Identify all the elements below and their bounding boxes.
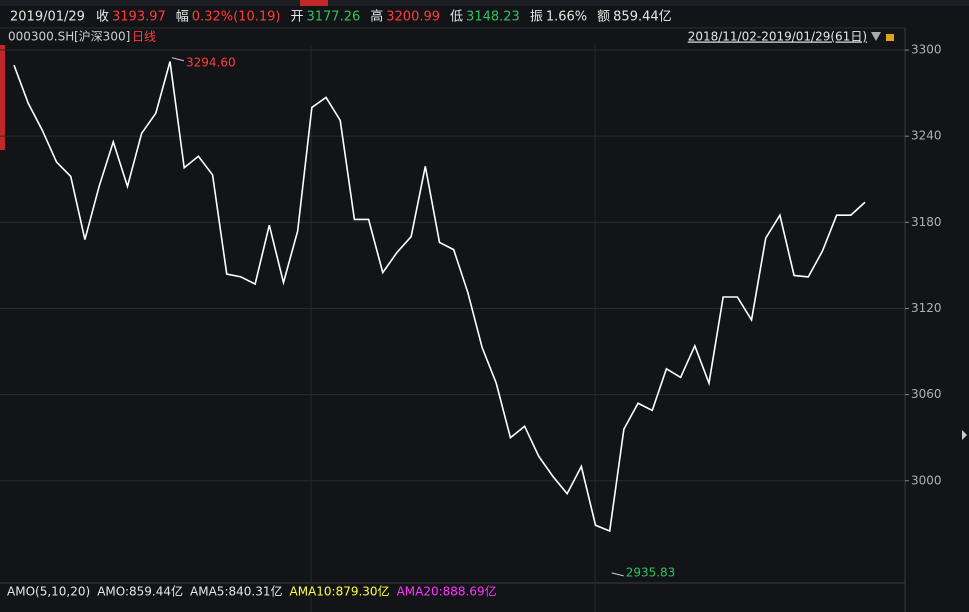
- info-value: 3193.97: [112, 10, 166, 25]
- name: [沪深300]: [74, 30, 130, 44]
- footer-item: AMO:859.44亿: [97, 584, 183, 599]
- info-date: 2019/01/29: [10, 10, 85, 25]
- info-value: 3200.99: [386, 10, 440, 25]
- info-label: 低: [450, 10, 463, 25]
- info-value: 3148.23: [466, 10, 520, 25]
- active-tab[interactable]: [300, 0, 328, 6]
- footer-item: AMA10:879.30亿: [289, 584, 389, 599]
- lock-icon[interactable]: [886, 34, 894, 41]
- footer-item: AMO(5,10,20): [7, 585, 90, 599]
- range[interactable]: 2018/11/02-2019/01/29(61日): [688, 30, 867, 44]
- footer-item: AMA20:888.69亿: [397, 584, 497, 599]
- dropdown-arrow[interactable]: [871, 32, 881, 41]
- info-label: 收: [96, 10, 109, 25]
- code: 000300.SH: [8, 30, 74, 44]
- footer-item: AMA5:840.31亿: [190, 584, 282, 599]
- annotation-arrow: [171, 57, 185, 62]
- info-label: 幅: [176, 10, 189, 25]
- annotation: 3294.60: [186, 55, 236, 69]
- tab-strip: [0, 0, 969, 6]
- annotation: 2935.83: [626, 566, 676, 580]
- y-tick-label: 3000: [911, 473, 942, 487]
- info-value: 3177.26: [306, 10, 360, 25]
- annotation-arrow: [611, 572, 624, 577]
- info-value: 0.32%(10.19): [192, 10, 281, 25]
- price-line: [13, 61, 866, 533]
- y-tick-label: 3060: [911, 387, 942, 401]
- info-label: 额: [597, 10, 610, 25]
- side-tab[interactable]: [0, 45, 5, 150]
- info-value: 1.66%: [546, 10, 587, 25]
- period: 日线: [132, 30, 156, 44]
- y-tick-label: 3300: [911, 43, 942, 57]
- y-tick-label: 3180: [911, 215, 942, 229]
- y-tick-label: 3240: [911, 129, 942, 143]
- info-value: 859.44亿: [613, 10, 672, 25]
- info-label: 振: [530, 10, 543, 25]
- scroll-arrow[interactable]: [962, 430, 967, 440]
- info-label: 高: [370, 9, 383, 25]
- info-label: 开: [290, 10, 303, 25]
- y-tick-label: 3120: [911, 301, 942, 315]
